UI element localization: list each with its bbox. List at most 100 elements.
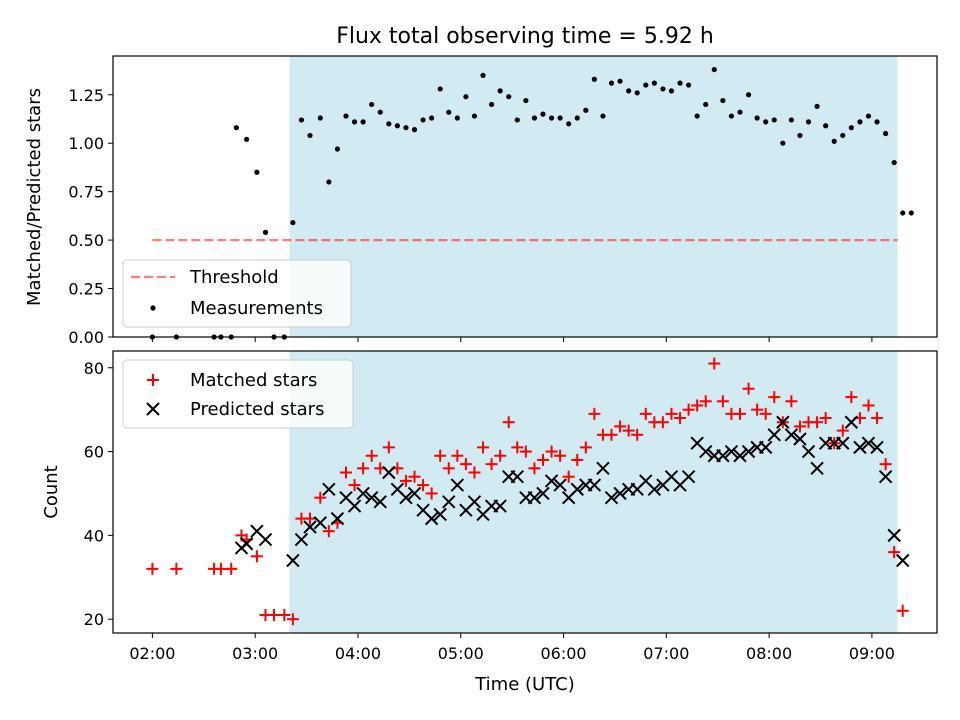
matched-star-point [759, 407, 772, 420]
matched-star-point [716, 395, 729, 408]
measurement-point [805, 119, 812, 125]
predicted-star-point [347, 499, 362, 513]
predicted-star-point [596, 461, 610, 476]
measurement-point [694, 113, 700, 119]
legend-threshold-label: Threshold [189, 267, 279, 288]
measurement-point [403, 125, 409, 131]
measurement-point [600, 113, 606, 119]
matched-star-point [339, 466, 352, 479]
legend-predicted-label: Predicted stars [190, 399, 324, 420]
bottom-y-tick-label: 60 [84, 443, 104, 462]
predicted-star-point [467, 495, 482, 509]
matched-star-point [588, 407, 601, 420]
matched-star-point [751, 403, 764, 416]
measurement-point [720, 97, 726, 104]
measurement-point [351, 119, 358, 125]
predicted-star-point [878, 469, 893, 484]
x-tick-label: 09:00 [849, 644, 895, 663]
matched-star-point [442, 462, 455, 475]
top-y-tick-label: 0.75 [68, 183, 104, 202]
legend-predicted-swatch [146, 402, 160, 416]
matched-star-point [691, 399, 704, 412]
matched-star-point [468, 466, 481, 479]
measurement-point [711, 66, 717, 73]
top-y-tick-label: 0.50 [68, 231, 104, 250]
x-tick-label: 06:00 [540, 644, 586, 663]
top-y-tick-label: 1.00 [68, 134, 104, 153]
matched-star-point [250, 550, 263, 563]
measurement-point [420, 117, 426, 123]
predicted-star-point [313, 516, 327, 530]
predicted-star-point [681, 469, 696, 484]
measurement-point [797, 132, 803, 139]
matched-star-point [502, 416, 515, 429]
measurement-point [651, 80, 657, 86]
bottom-y-tick-label: 80 [84, 359, 104, 378]
measurement-point [471, 113, 478, 119]
measurement-point [823, 123, 829, 129]
measurement-point [780, 140, 786, 146]
matched-star-point [674, 412, 687, 425]
bottom-legend: Matched stars Predicted stars [122, 359, 354, 429]
predicted-star-point [399, 490, 413, 505]
measurement-point [290, 220, 296, 226]
measurement-point [497, 88, 503, 94]
x-tick-label: 07:00 [643, 644, 689, 663]
measurement-point [454, 115, 460, 121]
predicted-star-point [527, 490, 542, 505]
matched-star-point [425, 487, 438, 500]
matched-star-point [631, 428, 644, 441]
matched-star-point [365, 449, 378, 462]
measurement-point [814, 103, 820, 109]
measurement-point [298, 117, 305, 123]
measurement-point [531, 115, 538, 121]
measurement-point [506, 94, 512, 100]
x-tick-label: 02:00 [129, 644, 175, 663]
matched-star-point [322, 525, 335, 538]
predicted-star-point [741, 444, 756, 459]
matched-star-point [605, 428, 618, 441]
matched-star-point [545, 445, 558, 458]
predicted-star-point [861, 436, 876, 450]
matched-star-point [278, 608, 291, 621]
predicted-star-point [322, 482, 336, 496]
measurement-point [857, 119, 863, 125]
measurement-point [660, 86, 666, 92]
predicted-star-point [294, 532, 309, 547]
measurement-point [617, 78, 623, 84]
matched-star-point [304, 512, 317, 525]
measurement-point [488, 101, 495, 108]
measurement-point [377, 109, 383, 115]
measurement-point [754, 115, 760, 121]
predicted-star-point [258, 532, 273, 547]
legend-measurements-label: Measurements [190, 298, 323, 319]
x-axis-label: Time (UTC) [474, 674, 575, 695]
predicted-star-point [836, 436, 850, 450]
matched-star-point [819, 412, 832, 425]
predicted-star-point [724, 444, 739, 459]
matched-star-point [286, 613, 299, 626]
measurements-points [149, 66, 914, 340]
measurement-point [557, 115, 563, 121]
matched-star-point [888, 546, 901, 559]
matched-star-point [554, 449, 567, 462]
matched-star-point [836, 424, 849, 437]
top-y-tick-label: 1.25 [68, 86, 104, 105]
matched-star-point [417, 479, 430, 492]
bottom-y-tick-label: 20 [84, 610, 104, 629]
measurement-point [254, 169, 260, 175]
matched-star-point [733, 407, 746, 420]
predicted-star-point [784, 428, 799, 442]
predicted-star-point [382, 465, 396, 480]
measurement-point [908, 210, 914, 216]
top-axes-frame [112, 55, 938, 338]
predicted-star-point [493, 499, 507, 513]
measurement-point [437, 86, 443, 92]
measurement-point [334, 146, 341, 152]
measurement-point [514, 117, 520, 123]
bottom-axes-frame [112, 350, 938, 634]
measurement-point [728, 113, 735, 119]
predicted-star-point [896, 553, 910, 568]
matched-star-point [477, 441, 490, 454]
matched-star-point [622, 424, 635, 437]
